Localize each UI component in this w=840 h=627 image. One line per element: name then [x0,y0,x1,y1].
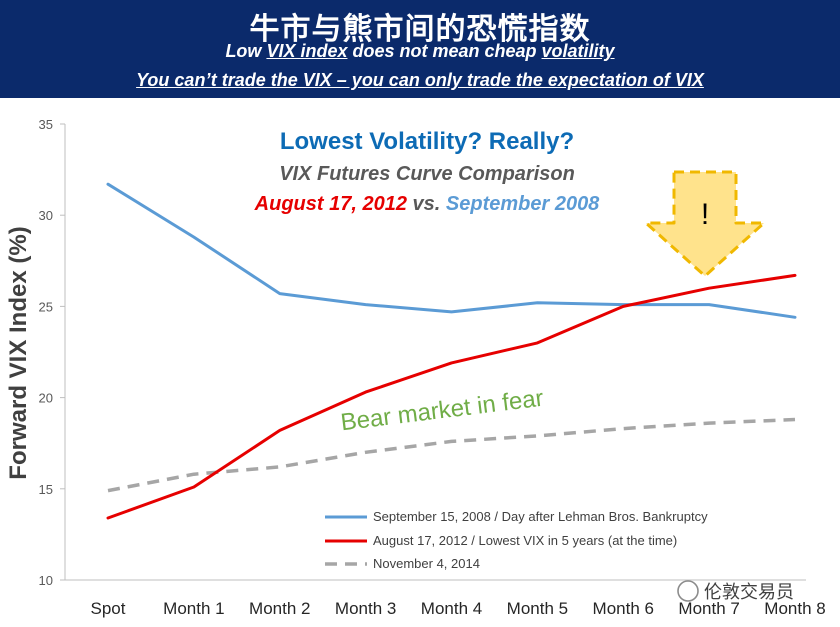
y-axis: 10 15 20 25 30 35 [39,117,66,588]
date-vs: vs. [407,193,446,215]
x-axis: Spot Month 1 Month 2 Month 3 Month 4 Month 5 M… [65,579,826,618]
chart-subtitle: VIX Futures Curve Comparison [279,163,575,185]
legend-label: November 4, 2014 [373,556,480,571]
x-tick-label: Month 2 [249,599,310,618]
warning-arrow: ! [644,170,766,278]
subtitle-1-part-c: does not mean cheap [347,41,542,61]
legend-label: August 17, 2012 / Lowest VIX in 5 years … [373,533,677,548]
x-tick-label: Month 6 [593,599,654,618]
arrow-exclamation: ! [701,198,709,231]
y-axis-title: Forward VIX Index (%) [5,226,32,479]
x-tick-label: Month 8 [764,599,825,618]
legend-label: September 15, 2008 / Day after Lehman Br… [373,509,708,524]
page-title: 牛市与熊市间的恐慌指数 [249,12,591,47]
x-tick-label: Month 1 [163,599,224,618]
subtitle-1-part-d: volatility [541,41,615,61]
y-tick-label: 10 [39,573,53,588]
y-tick-label: 30 [39,208,53,223]
bear-market-annotation: Bear market in fear [339,385,545,437]
subtitle-line-1: Low VIX index does not mean cheap volati… [0,41,840,62]
chart-date-line: August 17, 2012 vs. September 2008 [254,193,601,215]
wechat-icon [677,580,699,602]
subtitle-line-2: You can’t trade the VIX – you can only t… [136,70,704,90]
x-tick-label: Month 7 [678,599,739,618]
date-blue: September 2008 [446,193,600,215]
watermark: 伦敦交易员 [677,580,794,603]
x-tick-label: Month 4 [421,599,482,618]
y-tick-label: 20 [39,391,53,406]
subtitle-1-part-b: VIX index [266,41,348,61]
chart-title: Lowest Volatility? Really? [280,128,574,155]
arrow-shape [644,170,766,278]
y-tick-label: 25 [39,299,53,314]
y-tick-label: 35 [39,117,53,132]
series-line [106,182,797,319]
x-tick-label: Month 3 [335,599,396,618]
subtitle-1-part-a: Low [225,41,267,61]
y-tick-label: 15 [39,482,53,497]
x-tick-label: Month 5 [507,599,568,618]
series-line [107,417,796,493]
date-red: August 17, 2012 [254,193,407,215]
series-layer [106,182,797,520]
legend: September 15, 2008 / Day after Lehman Br… [325,509,708,571]
series-line [106,273,797,520]
header-banner: 牛市与熊市间的恐慌指数 Low VIX index does not mean … [0,0,840,98]
watermark-text: 伦敦交易员 [704,582,794,603]
x-tick-label: Spot [91,599,126,618]
